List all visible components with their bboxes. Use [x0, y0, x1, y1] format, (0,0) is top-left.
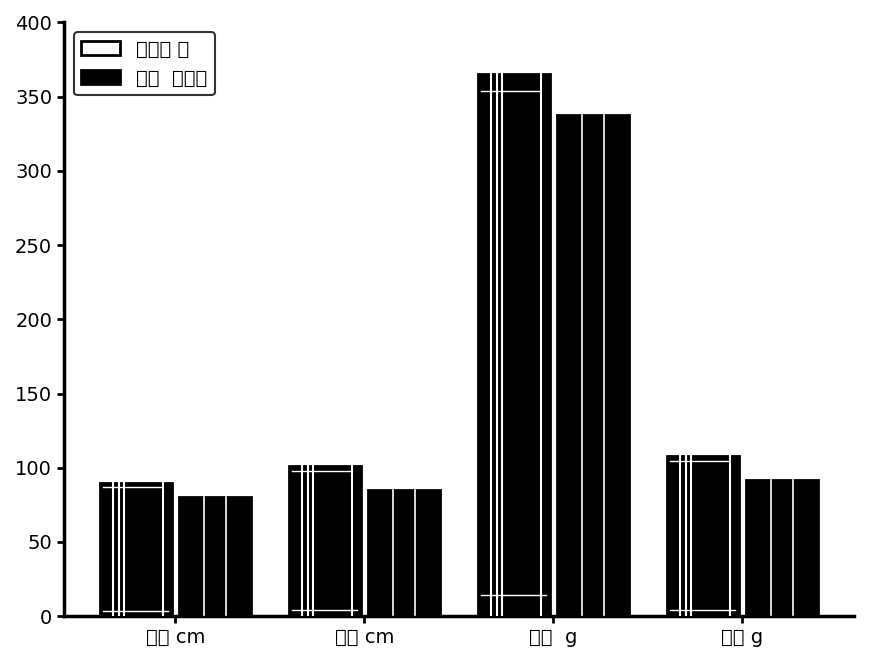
Bar [667, 456, 739, 616]
Bar [289, 466, 361, 616]
Bar [368, 490, 440, 616]
Legend: 焦化废 水, 空白  对照组: 焦化废 水, 空白 对照组 [74, 32, 215, 95]
Bar [179, 497, 251, 616]
Bar [557, 115, 629, 616]
Bar [478, 74, 550, 616]
Bar [746, 480, 818, 616]
Bar [100, 483, 172, 616]
